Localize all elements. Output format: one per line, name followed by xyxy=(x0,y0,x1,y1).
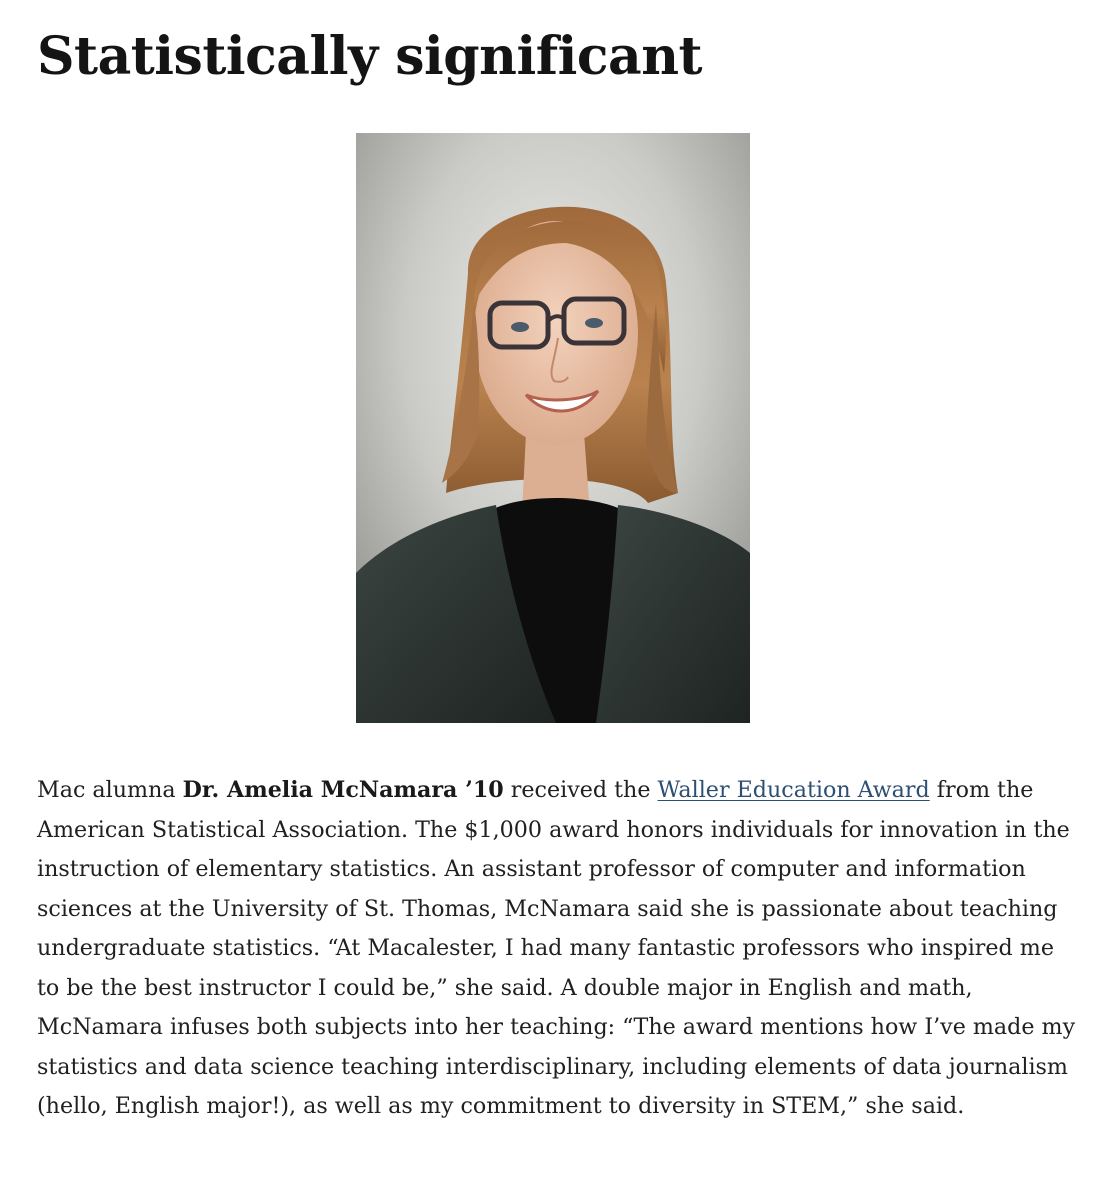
portrait-photo xyxy=(356,133,750,723)
article-rest: from the American Statistical Associatio… xyxy=(37,777,1076,1119)
waller-education-award-link[interactable]: Waller Education Award xyxy=(657,777,930,803)
article-intro: Mac alumna xyxy=(37,777,183,803)
alumna-name: Dr. Amelia McNamara ’10 xyxy=(182,777,504,803)
article-body: Mac alumna Dr. Amelia McNamara ’10 recei… xyxy=(37,771,1077,1127)
portrait-illustration xyxy=(356,133,750,723)
page-title: Statistically significant xyxy=(37,26,703,87)
article-after-name: received the xyxy=(503,777,658,803)
